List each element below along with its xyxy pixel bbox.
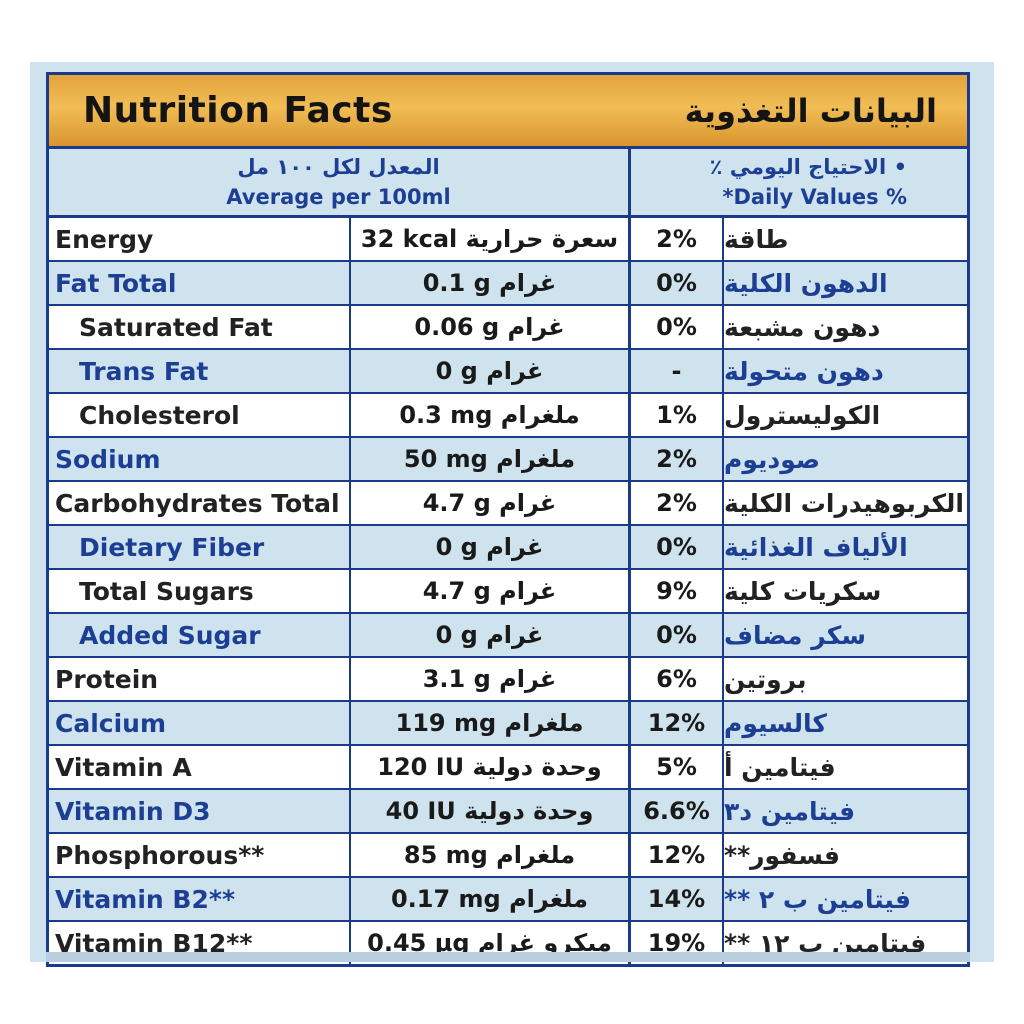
nutrient-daily-value: 12% [631, 834, 724, 876]
nutrient-row-trans-fat: Trans Fat 0 g غرام - دهون متحولة [49, 350, 967, 394]
nutrient-daily-value: 2% [631, 438, 724, 480]
nutrient-row-fat-total: Fat Total 0.1 g غرام 0% الدهون الكلية [49, 262, 967, 306]
nutrient-name: Carbohydrates Total [49, 482, 351, 524]
nutrient-name: Calcium [49, 702, 351, 744]
nutrient-name: Trans Fat [49, 350, 351, 392]
nutrient-daily-value: 5% [631, 746, 724, 788]
nutrient-name: Energy [49, 218, 351, 260]
title-english: Nutrition Facts [83, 90, 393, 131]
nutrient-amount: 3.1 g غرام [351, 658, 631, 700]
cut-off-footnote-strip [46, 952, 970, 962]
nutrient-row-carbohydrates-total: Carbohydrates Total 4.7 g غرام 2% الكربو… [49, 482, 967, 526]
nutrient-name: Cholesterol [49, 394, 351, 436]
nutrient-daily-value: 2% [631, 218, 724, 260]
nutrient-name-arabic: الدهون الكلية [724, 268, 888, 298]
nutrient-daily-value: 0% [631, 614, 724, 656]
nutrient-row-sodium: Sodium 50 mg ملغرام 2% صوديوم [49, 438, 967, 482]
nutrient-amount: 0.17 mg ملغرام [351, 878, 631, 920]
nutrient-amount: 40 IU وحدة دولية [351, 790, 631, 832]
nutrient-name-arabic: سكر مضاف [724, 620, 866, 650]
nutrient-name-arabic: سكريات كلية [724, 576, 882, 606]
nutrient-amount: 85 mg ملغرام [351, 834, 631, 876]
nutrient-amount: 50 mg ملغرام [351, 438, 631, 480]
nutrient-daily-value: 14% [631, 878, 724, 920]
nutrient-row-vitamin-a: Vitamin A 120 IU وحدة دولية 5% فيتامين أ [49, 746, 967, 790]
nutrient-amount: 32 kcal سعرة حرارية [351, 218, 631, 260]
column-subheader: المعدل لكل ١٠٠ مل Average per 100ml • ال… [49, 149, 967, 218]
nutrient-name-arabic: فيتامين د٣ [724, 796, 856, 826]
nutrient-row-vitamin-d3: Vitamin D3 40 IU وحدة دولية 6.6% فيتامين… [49, 790, 967, 834]
nutrient-amount: 0 g غرام [351, 526, 631, 568]
nutrient-daily-value: 6.6% [631, 790, 724, 832]
daily-values-heading-english: *Daily Values % [722, 185, 908, 209]
nutrient-name: Phosphorous** [49, 834, 351, 876]
nutrient-amount: 0 g غرام [351, 350, 631, 392]
nutrient-row-cholesterol: Cholesterol 0.3 mg ملغرام 1% الكوليسترول [49, 394, 967, 438]
nutrient-name-arabic: دهون متحولة [724, 356, 884, 386]
daily-values-heading: • الاحتياج اليومي ٪ *Daily Values % [631, 149, 967, 215]
nutrient-amount: 120 IU وحدة دولية [351, 746, 631, 788]
nutrient-name-arabic: فيتامين ب ٢ ** [724, 884, 912, 914]
nutrient-rows: Energy 32 kcal سعرة حرارية 2% طاقة Fat T… [49, 218, 967, 964]
nutrient-name: Fat Total [49, 262, 351, 304]
nutrient-daily-value: - [631, 350, 724, 392]
nutrient-row-dietary-fiber: Dietary Fiber 0 g غرام 0% الألياف الغذائ… [49, 526, 967, 570]
nutrient-name: Total Sugars [49, 570, 351, 612]
nutrient-amount: 0.3 mg ملغرام [351, 394, 631, 436]
serving-heading-arabic: المعدل لكل ١٠٠ مل [237, 155, 440, 179]
serving-heading: المعدل لكل ١٠٠ مل Average per 100ml [49, 149, 631, 215]
daily-values-heading-arabic: • الاحتياج اليومي ٪ [709, 155, 907, 179]
nutrient-daily-value: 0% [631, 262, 724, 304]
nutrient-amount: 4.7 g غرام [351, 570, 631, 612]
nutrient-name: Saturated Fat [49, 306, 351, 348]
nutrient-row-added-sugar: Added Sugar 0 g غرام 0% سكر مضاف [49, 614, 967, 658]
nutrient-row-calcium: Calcium 119 mg ملغرام 12% كالسيوم [49, 702, 967, 746]
nutrient-name-arabic: الألياف الغذائية [724, 532, 908, 562]
nutrient-row-energy: Energy 32 kcal سعرة حرارية 2% طاقة [49, 218, 967, 262]
nutrient-name: Vitamin D3 [49, 790, 351, 832]
nutrient-row-total-sugars: Total Sugars 4.7 g غرام 9% سكريات كلية [49, 570, 967, 614]
nutrient-daily-value: 0% [631, 306, 724, 348]
nutrient-name: Protein [49, 658, 351, 700]
nutrient-name-arabic: دهون مشبعة [724, 312, 881, 342]
nutrient-name: Added Sugar [49, 614, 351, 656]
nutrient-name-arabic: صوديوم [724, 444, 821, 474]
nutrient-amount: 0.06 g غرام [351, 306, 631, 348]
title-arabic: البيانات التغذوية [684, 91, 937, 130]
nutrient-daily-value: 9% [631, 570, 724, 612]
nutrient-name-arabic: طاقة [724, 224, 789, 254]
nutrient-row-vitamin-b2: Vitamin B2** 0.17 mg ملغرام 14% فيتامين … [49, 878, 967, 922]
nutrient-daily-value: 1% [631, 394, 724, 436]
nutrient-row-protein: Protein 3.1 g غرام 6% بروتين [49, 658, 967, 702]
nutrient-daily-value: 12% [631, 702, 724, 744]
nutrition-label: Nutrition Facts البيانات التغذوية المعدل… [46, 72, 970, 967]
nutrient-name-arabic: فسفور** [724, 840, 841, 870]
nutrient-name: Vitamin B2** [49, 878, 351, 920]
nutrient-row-saturated-fat: Saturated Fat 0.06 g غرام 0% دهون مشبعة [49, 306, 967, 350]
nutrient-daily-value: 6% [631, 658, 724, 700]
nutrient-name: Dietary Fiber [49, 526, 351, 568]
nutrient-name-arabic: فيتامين أ [724, 752, 836, 782]
nutrient-row-phosphorous: Phosphorous** 85 mg ملغرام 12% فسفور** [49, 834, 967, 878]
nutrient-daily-value: 0% [631, 526, 724, 568]
nutrient-name-arabic: كالسيوم [724, 708, 827, 738]
nutrient-name-arabic: الكربوهيدرات الكلية [724, 488, 964, 518]
nutrient-name-arabic: الكوليسترول [724, 400, 881, 430]
nutrient-daily-value: 2% [631, 482, 724, 524]
nutrient-amount: 4.7 g غرام [351, 482, 631, 524]
nutrient-name: Sodium [49, 438, 351, 480]
serving-heading-english: Average per 100ml [226, 185, 451, 209]
nutrient-name-arabic: بروتين [724, 664, 807, 694]
nutrient-name: Vitamin A [49, 746, 351, 788]
label-header: Nutrition Facts البيانات التغذوية [49, 75, 967, 149]
nutrient-amount: 0.1 g غرام [351, 262, 631, 304]
nutrient-amount: 0 g غرام [351, 614, 631, 656]
nutrient-amount: 119 mg ملغرام [351, 702, 631, 744]
